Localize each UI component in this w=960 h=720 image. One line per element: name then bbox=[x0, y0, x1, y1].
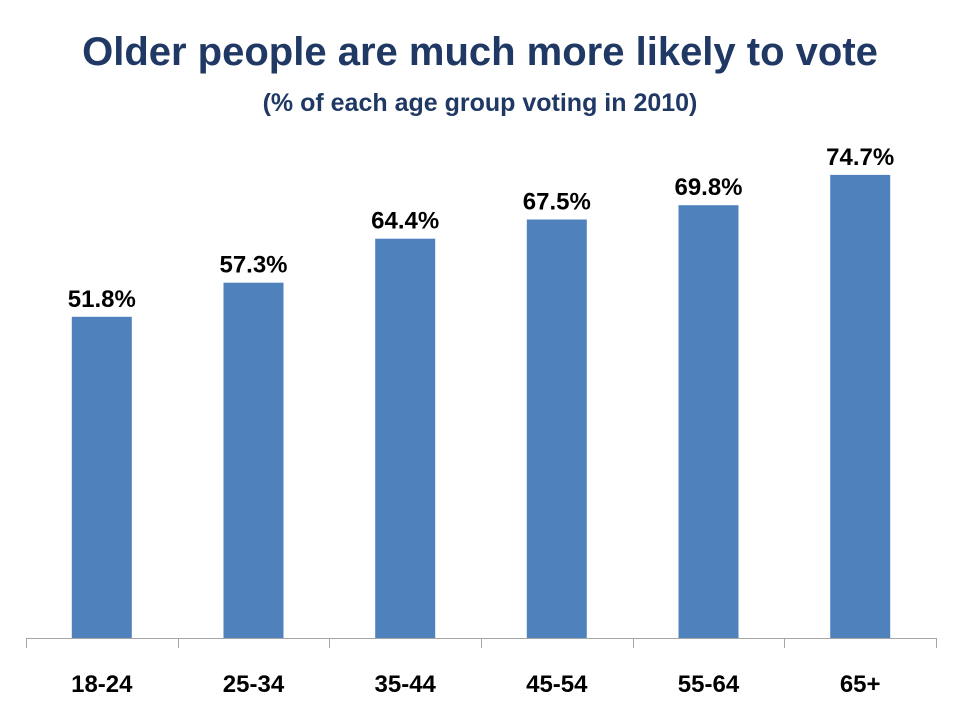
bars-group bbox=[71, 174, 891, 638]
category-label-18-24: 18-24 bbox=[71, 671, 133, 698]
data-labels-group: 51.8% 57.3% 64.4% 67.5% 69.8% 74.7% bbox=[68, 144, 894, 313]
bar-35-44 bbox=[375, 238, 436, 638]
bar-18-24 bbox=[71, 316, 132, 638]
bar-65+ bbox=[830, 174, 891, 638]
bar-55-64 bbox=[678, 205, 739, 638]
chart-subtitle: (% of each age group voting in 2010) bbox=[262, 89, 698, 117]
chart-title: Older people are much more likely to vot… bbox=[82, 30, 878, 74]
data-label-18-24: 51.8% bbox=[68, 286, 136, 313]
x-axis bbox=[26, 638, 937, 648]
category-label-35-44: 35-44 bbox=[375, 671, 437, 698]
bar-45-54 bbox=[526, 219, 587, 638]
category-label-25-34: 25-34 bbox=[223, 671, 285, 698]
category-label-65+: 65+ bbox=[840, 671, 881, 698]
category-labels-group: 18-24 25-34 35-44 45-54 55-64 65+ bbox=[71, 671, 880, 698]
data-label-55-64: 69.8% bbox=[674, 174, 742, 201]
category-label-55-64: 55-64 bbox=[678, 671, 740, 698]
data-label-65+: 74.7% bbox=[826, 144, 894, 171]
category-label-45-54: 45-54 bbox=[526, 671, 588, 698]
data-label-25-34: 57.3% bbox=[219, 252, 287, 279]
data-label-35-44: 64.4% bbox=[371, 208, 439, 235]
data-label-45-54: 67.5% bbox=[523, 189, 591, 216]
bar-25-34 bbox=[223, 282, 284, 638]
